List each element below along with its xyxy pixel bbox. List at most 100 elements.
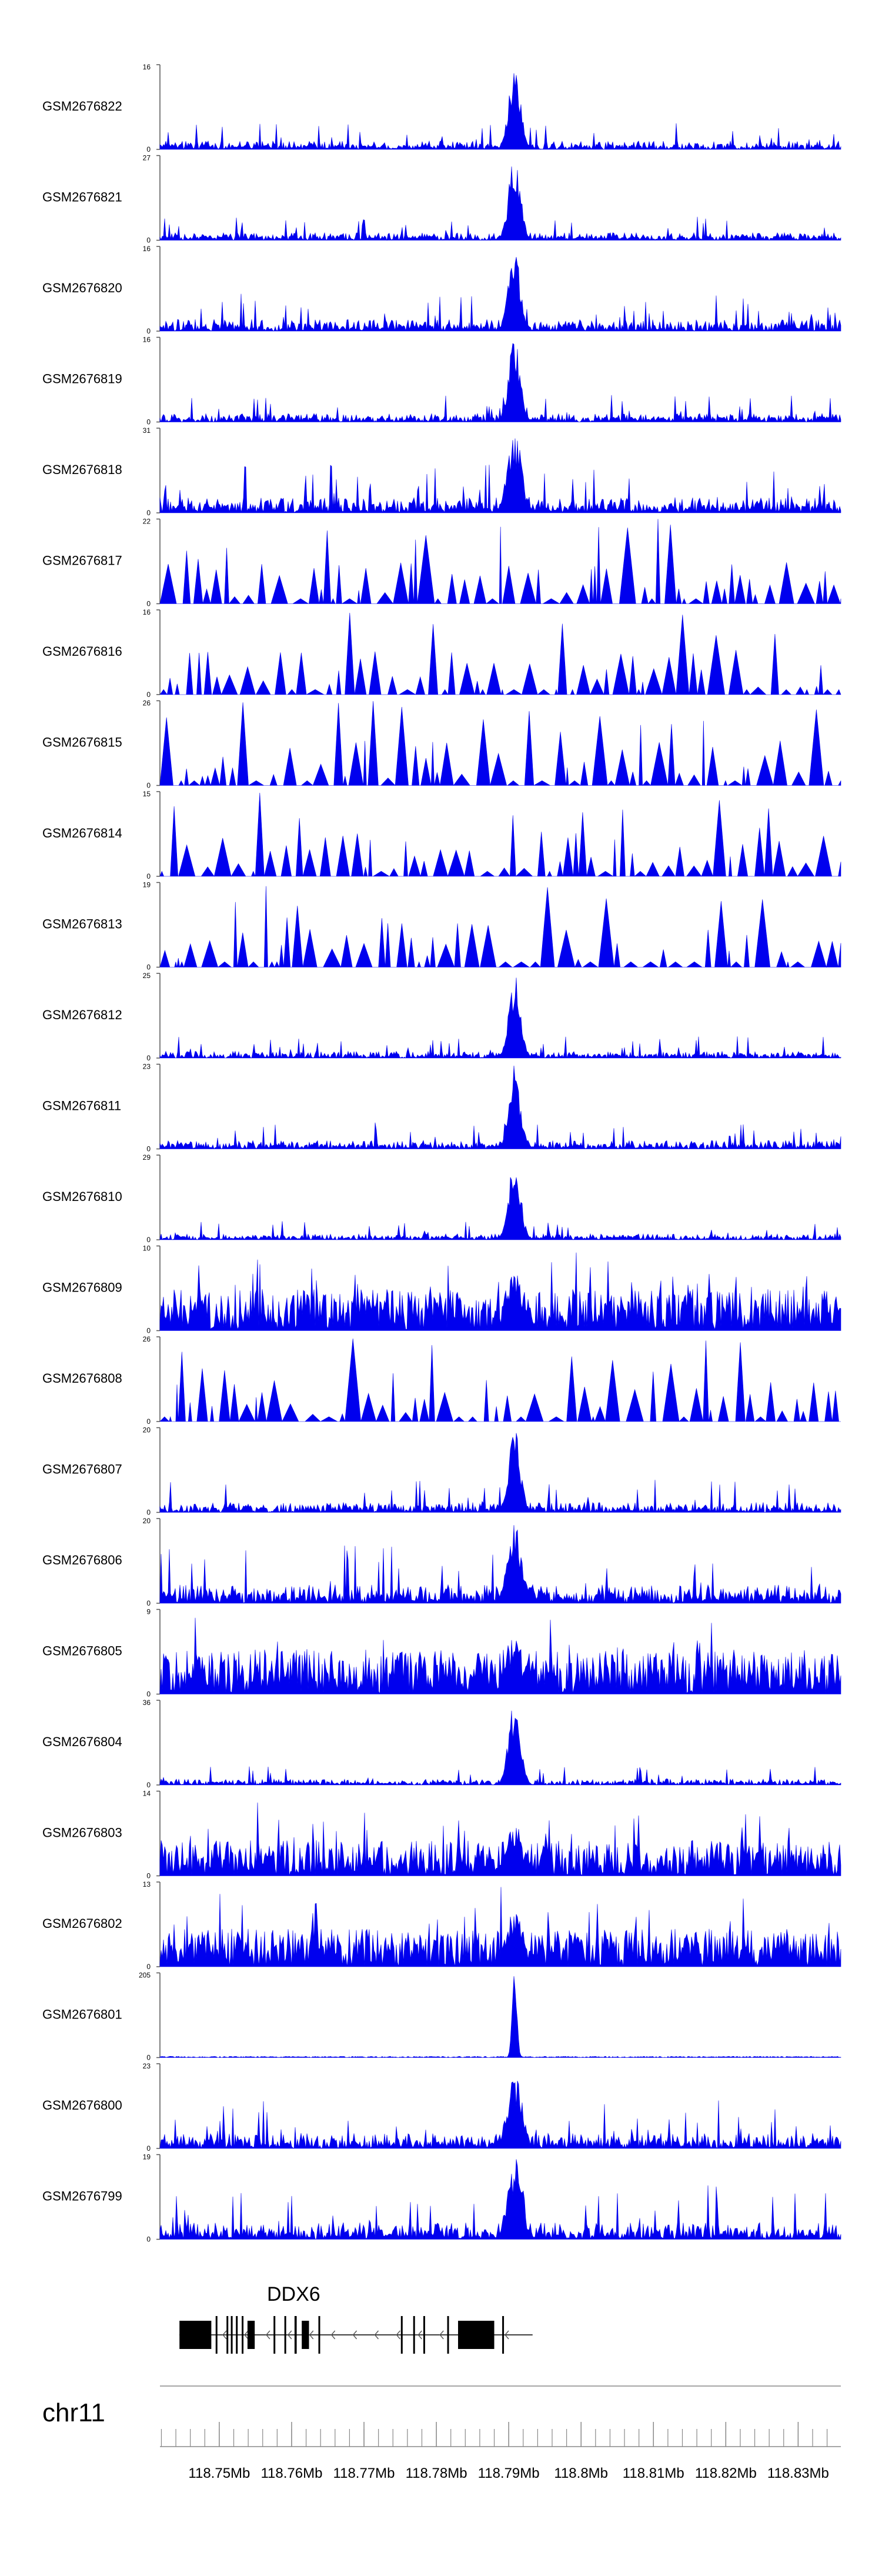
axis-tick-label: 118.83Mb [767,2465,829,2481]
y-min-label: 0 [146,782,151,790]
y-min-label: 0 [146,236,151,245]
y-max-label: 31 [143,426,151,435]
track-label: GSM2676811 [42,1099,121,1113]
axis-tick-label: 118.79Mb [478,2465,540,2481]
track-label: GSM2676818 [42,462,122,477]
track-GSM2676812: GSM2676812 25 0 [42,972,841,1062]
exon-block [400,2316,403,2354]
y-max-label: 25 [143,972,151,980]
y-max-label: 16 [143,608,151,616]
strand-arrow [374,2330,379,2340]
track-label: GSM2676815 [42,735,122,750]
track-label: GSM2676816 [42,644,122,659]
gene-name-label: DDX6 [267,2283,320,2305]
y-max-label: 13 [143,1880,151,1888]
track-label: GSM2676802 [42,1916,122,1931]
track-GSM2676814: GSM2676814 15 0 [42,790,841,880]
track-label: GSM2676813 [42,917,122,932]
coverage-area [159,1252,841,1331]
y-max-label: 27 [143,154,151,162]
track-label: GSM2676810 [42,1189,122,1204]
track-GSM2676813: GSM2676813 19 0 [42,881,841,972]
chromosome-label: chr11 [42,2398,105,2427]
exon-block [242,2316,244,2354]
strand-arrow [222,2330,227,2340]
exon-block [236,2316,238,2354]
track-label: GSM2676799 [42,2189,122,2204]
y-max-label: 20 [143,1426,151,1434]
exon-block [226,2316,229,2354]
track-label: GSM2676804 [42,1734,122,1749]
exon-block [215,2316,218,2354]
track-GSM2676803: GSM2676803 14 0 [42,1790,841,1880]
track-GSM2676820: GSM2676820 16 0 [42,245,841,335]
coverage-area [159,519,841,605]
coverage-area [159,73,841,151]
coverage-area [159,2081,841,2149]
strand-arrow [330,2330,336,2340]
y-max-label: 9 [146,1608,151,1616]
track-GSM2676808: GSM2676808 26 0 [42,1335,841,1426]
coverage-area [159,1525,841,1604]
y-min-label: 0 [146,1145,151,1153]
y-max-label: 23 [143,2062,151,2070]
track-label: GSM2676821 [42,190,122,205]
strand-arrow [287,2330,292,2340]
track-label: GSM2676817 [42,553,122,568]
axis-tick-label: 118.77Mb [333,2465,395,2481]
strand-arrow [505,2330,509,2340]
coverage-area [159,1177,841,1240]
y-min-label: 0 [146,872,151,880]
exon-block [423,2316,425,2354]
coverage-area [159,2159,841,2240]
track-label: GSM2676819 [42,372,122,386]
track-label: GSM2676820 [42,281,122,295]
y-min-label: 0 [146,600,151,608]
gene-track: DDX6 [179,2283,533,2354]
y-max-label: 20 [143,1517,151,1525]
track-GSM2676815: GSM2676815 26 0 [42,699,841,790]
exon-block [294,2316,297,2354]
coverage-area [159,612,841,696]
coverage-area [159,1617,841,1694]
track-label: GSM2676806 [42,1553,122,1567]
track-GSM2676818: GSM2676818 31 0 [42,426,841,517]
strand-arrow [309,2330,314,2340]
axis-tick-label: 118.82Mb [695,2465,757,2481]
exon-block [273,2316,276,2354]
coverage-area [159,977,841,1059]
y-max-label: 36 [143,1699,151,1707]
coverage-area [159,257,841,332]
track-label: GSM2676805 [42,1644,122,1659]
y-min-label: 0 [146,1236,151,1244]
track-label: GSM2676800 [42,2098,122,2113]
y-min-label: 0 [146,2144,151,2153]
track-GSM2676806: GSM2676806 20 0 [42,1517,841,1607]
exon-block [284,2316,286,2354]
y-max-label: 19 [143,881,151,889]
track-GSM2676819: GSM2676819 16 0 [42,336,841,426]
track-GSM2676799: GSM2676799 19 0 [42,2153,841,2244]
coverage-area [159,1433,841,1513]
axis-tick-label: 118.81Mb [623,2465,684,2481]
y-max-label: 205 [139,1971,151,1980]
exon-block [230,2316,233,2354]
strand-arrow [352,2330,358,2340]
genome-axis: chr11 118.75Mb 118.76Mb 118.77Mb 118.78Mb 11… [42,2385,841,2481]
strand-arrow [244,2330,249,2340]
exon-block [447,2316,449,2354]
y-max-label: 16 [143,336,151,344]
y-min-label: 0 [146,1054,151,1062]
exon-block [179,2321,212,2349]
y-max-label: 10 [143,1244,151,1253]
exon-block [502,2316,505,2354]
track-label: GSM2676822 [42,99,122,114]
track-GSM2676817: GSM2676817 22 0 [42,518,841,608]
y-min-label: 0 [146,1963,151,1971]
track-label: GSM2676807 [42,1462,122,1477]
coverage-area [159,886,841,968]
track-GSM2676804: GSM2676804 36 0 [42,1699,841,1789]
y-min-label: 0 [146,1509,151,1517]
y-max-label: 29 [143,1153,151,1162]
